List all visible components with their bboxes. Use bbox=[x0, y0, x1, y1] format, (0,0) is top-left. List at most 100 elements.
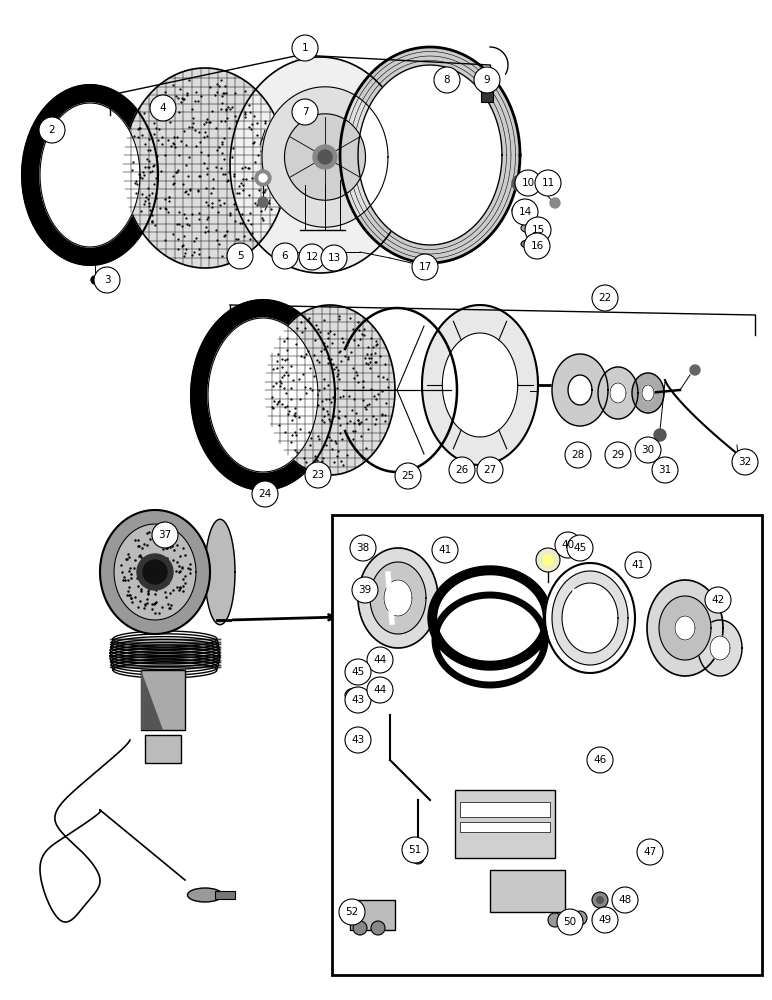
Circle shape bbox=[352, 577, 378, 603]
Text: 11: 11 bbox=[541, 178, 554, 188]
Polygon shape bbox=[191, 300, 335, 490]
Circle shape bbox=[259, 174, 267, 182]
Ellipse shape bbox=[346, 662, 364, 674]
Ellipse shape bbox=[345, 688, 365, 702]
Circle shape bbox=[272, 243, 298, 269]
Circle shape bbox=[395, 463, 421, 489]
Text: 43: 43 bbox=[351, 735, 364, 745]
Bar bbox=[481, 80, 493, 102]
Polygon shape bbox=[659, 596, 711, 660]
Circle shape bbox=[592, 907, 618, 933]
Polygon shape bbox=[123, 68, 287, 268]
Circle shape bbox=[477, 457, 503, 483]
Circle shape bbox=[596, 896, 604, 904]
Text: 1: 1 bbox=[302, 43, 308, 53]
Polygon shape bbox=[40, 103, 140, 247]
Circle shape bbox=[91, 276, 99, 284]
Circle shape bbox=[402, 837, 428, 863]
Circle shape bbox=[318, 150, 332, 164]
Polygon shape bbox=[285, 114, 365, 200]
Circle shape bbox=[367, 677, 393, 703]
Text: 16: 16 bbox=[530, 241, 543, 251]
Text: 3: 3 bbox=[103, 275, 110, 285]
Text: 31: 31 bbox=[659, 465, 672, 475]
Polygon shape bbox=[438, 576, 542, 660]
Circle shape bbox=[227, 243, 253, 269]
Polygon shape bbox=[442, 333, 518, 437]
Circle shape bbox=[258, 197, 268, 207]
Text: 49: 49 bbox=[598, 915, 611, 925]
Circle shape bbox=[353, 921, 367, 935]
Polygon shape bbox=[675, 616, 695, 640]
Circle shape bbox=[536, 548, 560, 572]
Circle shape bbox=[305, 462, 331, 488]
Circle shape bbox=[612, 887, 638, 913]
Text: 13: 13 bbox=[327, 253, 340, 263]
Circle shape bbox=[39, 117, 65, 143]
Polygon shape bbox=[632, 373, 664, 413]
Circle shape bbox=[512, 175, 528, 191]
Circle shape bbox=[345, 687, 371, 713]
Circle shape bbox=[555, 532, 581, 558]
Text: 4: 4 bbox=[160, 103, 166, 113]
Text: 38: 38 bbox=[357, 543, 370, 553]
Bar bbox=[332, 515, 762, 975]
Polygon shape bbox=[230, 57, 410, 273]
Bar bbox=[145, 735, 181, 763]
Text: 40: 40 bbox=[561, 540, 574, 550]
Circle shape bbox=[733, 455, 743, 465]
Polygon shape bbox=[358, 548, 438, 648]
Text: 14: 14 bbox=[518, 207, 532, 217]
Ellipse shape bbox=[371, 678, 385, 688]
Circle shape bbox=[350, 535, 376, 561]
Circle shape bbox=[592, 285, 618, 311]
Polygon shape bbox=[358, 65, 502, 245]
Polygon shape bbox=[568, 375, 592, 405]
Polygon shape bbox=[205, 519, 235, 625]
Bar bbox=[490, 870, 565, 912]
Circle shape bbox=[605, 442, 631, 468]
Text: 48: 48 bbox=[618, 895, 631, 905]
Circle shape bbox=[474, 67, 500, 93]
Circle shape bbox=[557, 909, 583, 935]
Circle shape bbox=[371, 921, 385, 935]
Circle shape bbox=[637, 839, 663, 865]
Circle shape bbox=[434, 67, 460, 93]
Text: 28: 28 bbox=[571, 450, 584, 460]
Text: 24: 24 bbox=[259, 489, 272, 499]
Polygon shape bbox=[422, 305, 538, 465]
Text: 15: 15 bbox=[531, 225, 544, 235]
Text: 37: 37 bbox=[158, 530, 171, 540]
Circle shape bbox=[567, 535, 593, 561]
Ellipse shape bbox=[512, 204, 532, 216]
Circle shape bbox=[654, 429, 666, 441]
Bar bbox=[460, 802, 550, 817]
Text: 27: 27 bbox=[483, 465, 496, 475]
Polygon shape bbox=[208, 318, 318, 472]
Text: 10: 10 bbox=[521, 178, 534, 188]
Circle shape bbox=[587, 747, 613, 773]
Circle shape bbox=[732, 449, 758, 475]
Text: 41: 41 bbox=[631, 560, 645, 570]
Text: 2: 2 bbox=[49, 125, 56, 135]
Polygon shape bbox=[22, 85, 158, 265]
Circle shape bbox=[524, 233, 550, 259]
Text: 26: 26 bbox=[455, 465, 469, 475]
Ellipse shape bbox=[521, 240, 535, 248]
Bar bbox=[460, 822, 550, 832]
Polygon shape bbox=[340, 47, 520, 263]
Circle shape bbox=[367, 647, 393, 673]
Circle shape bbox=[94, 267, 120, 293]
Circle shape bbox=[432, 537, 458, 563]
Circle shape bbox=[143, 560, 167, 584]
Polygon shape bbox=[384, 580, 412, 616]
Text: 44: 44 bbox=[374, 685, 387, 695]
Circle shape bbox=[299, 244, 325, 270]
Text: 46: 46 bbox=[594, 755, 607, 765]
Polygon shape bbox=[262, 87, 388, 227]
Ellipse shape bbox=[188, 888, 222, 902]
Polygon shape bbox=[562, 583, 618, 653]
Circle shape bbox=[137, 554, 173, 590]
Circle shape bbox=[542, 554, 554, 566]
Circle shape bbox=[548, 913, 562, 927]
